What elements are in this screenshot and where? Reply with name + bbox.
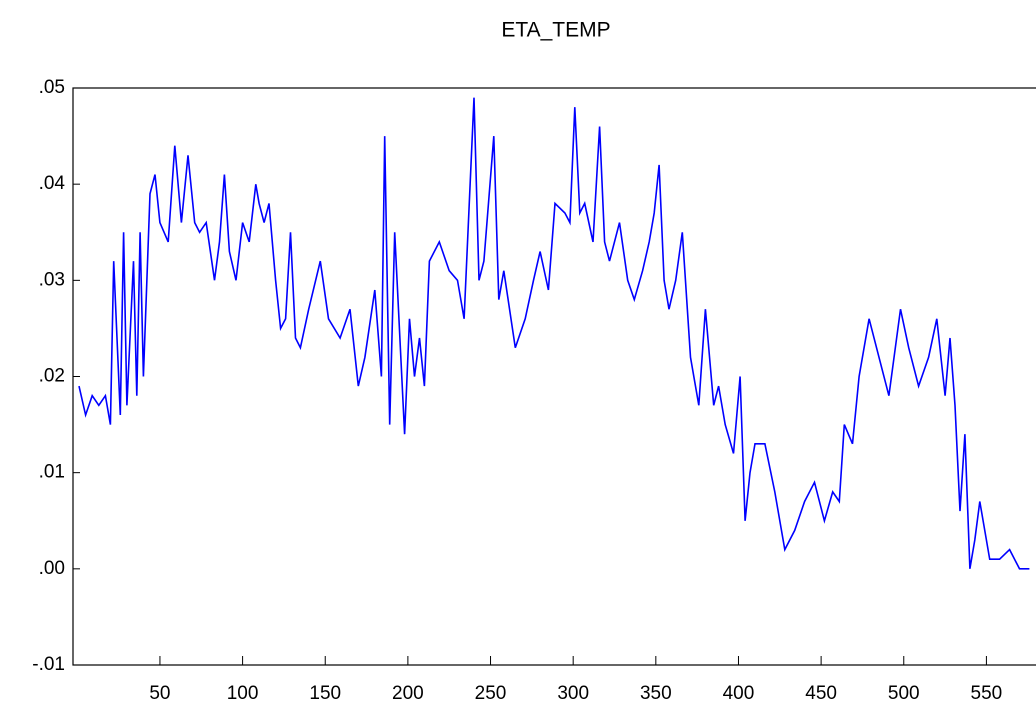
x-tick-label: 250 [475,683,507,704]
y-tick-label: -.01 [32,654,65,675]
x-tick-label: 350 [640,683,672,704]
x-tick-label: 100 [227,683,259,704]
chart: ETA_TEMP -.01 .00 .01 .02 .03 .04 .05 50 100 150 2… [0,0,1036,713]
y-tick-label: .00 [39,558,65,579]
x-tick-label: 550 [971,683,1003,704]
x-tick-label: 150 [309,683,341,704]
y-tick-label: .05 [39,77,65,98]
x-tick-label: 450 [805,683,837,704]
y-tick-label: .02 [39,366,65,387]
x-tick-label: 400 [723,683,755,704]
x-tick-label: 200 [392,683,424,704]
x-tick-label: 300 [557,683,589,704]
x-tick-label: 50 [149,683,170,704]
x-tick-label: 500 [888,683,920,704]
y-tick-label: .03 [39,269,65,290]
data-line [79,98,1029,569]
y-tick-label: .04 [39,173,66,194]
chart-title: ETA_TEMP [501,19,610,42]
y-tick-label: .01 [39,462,65,483]
